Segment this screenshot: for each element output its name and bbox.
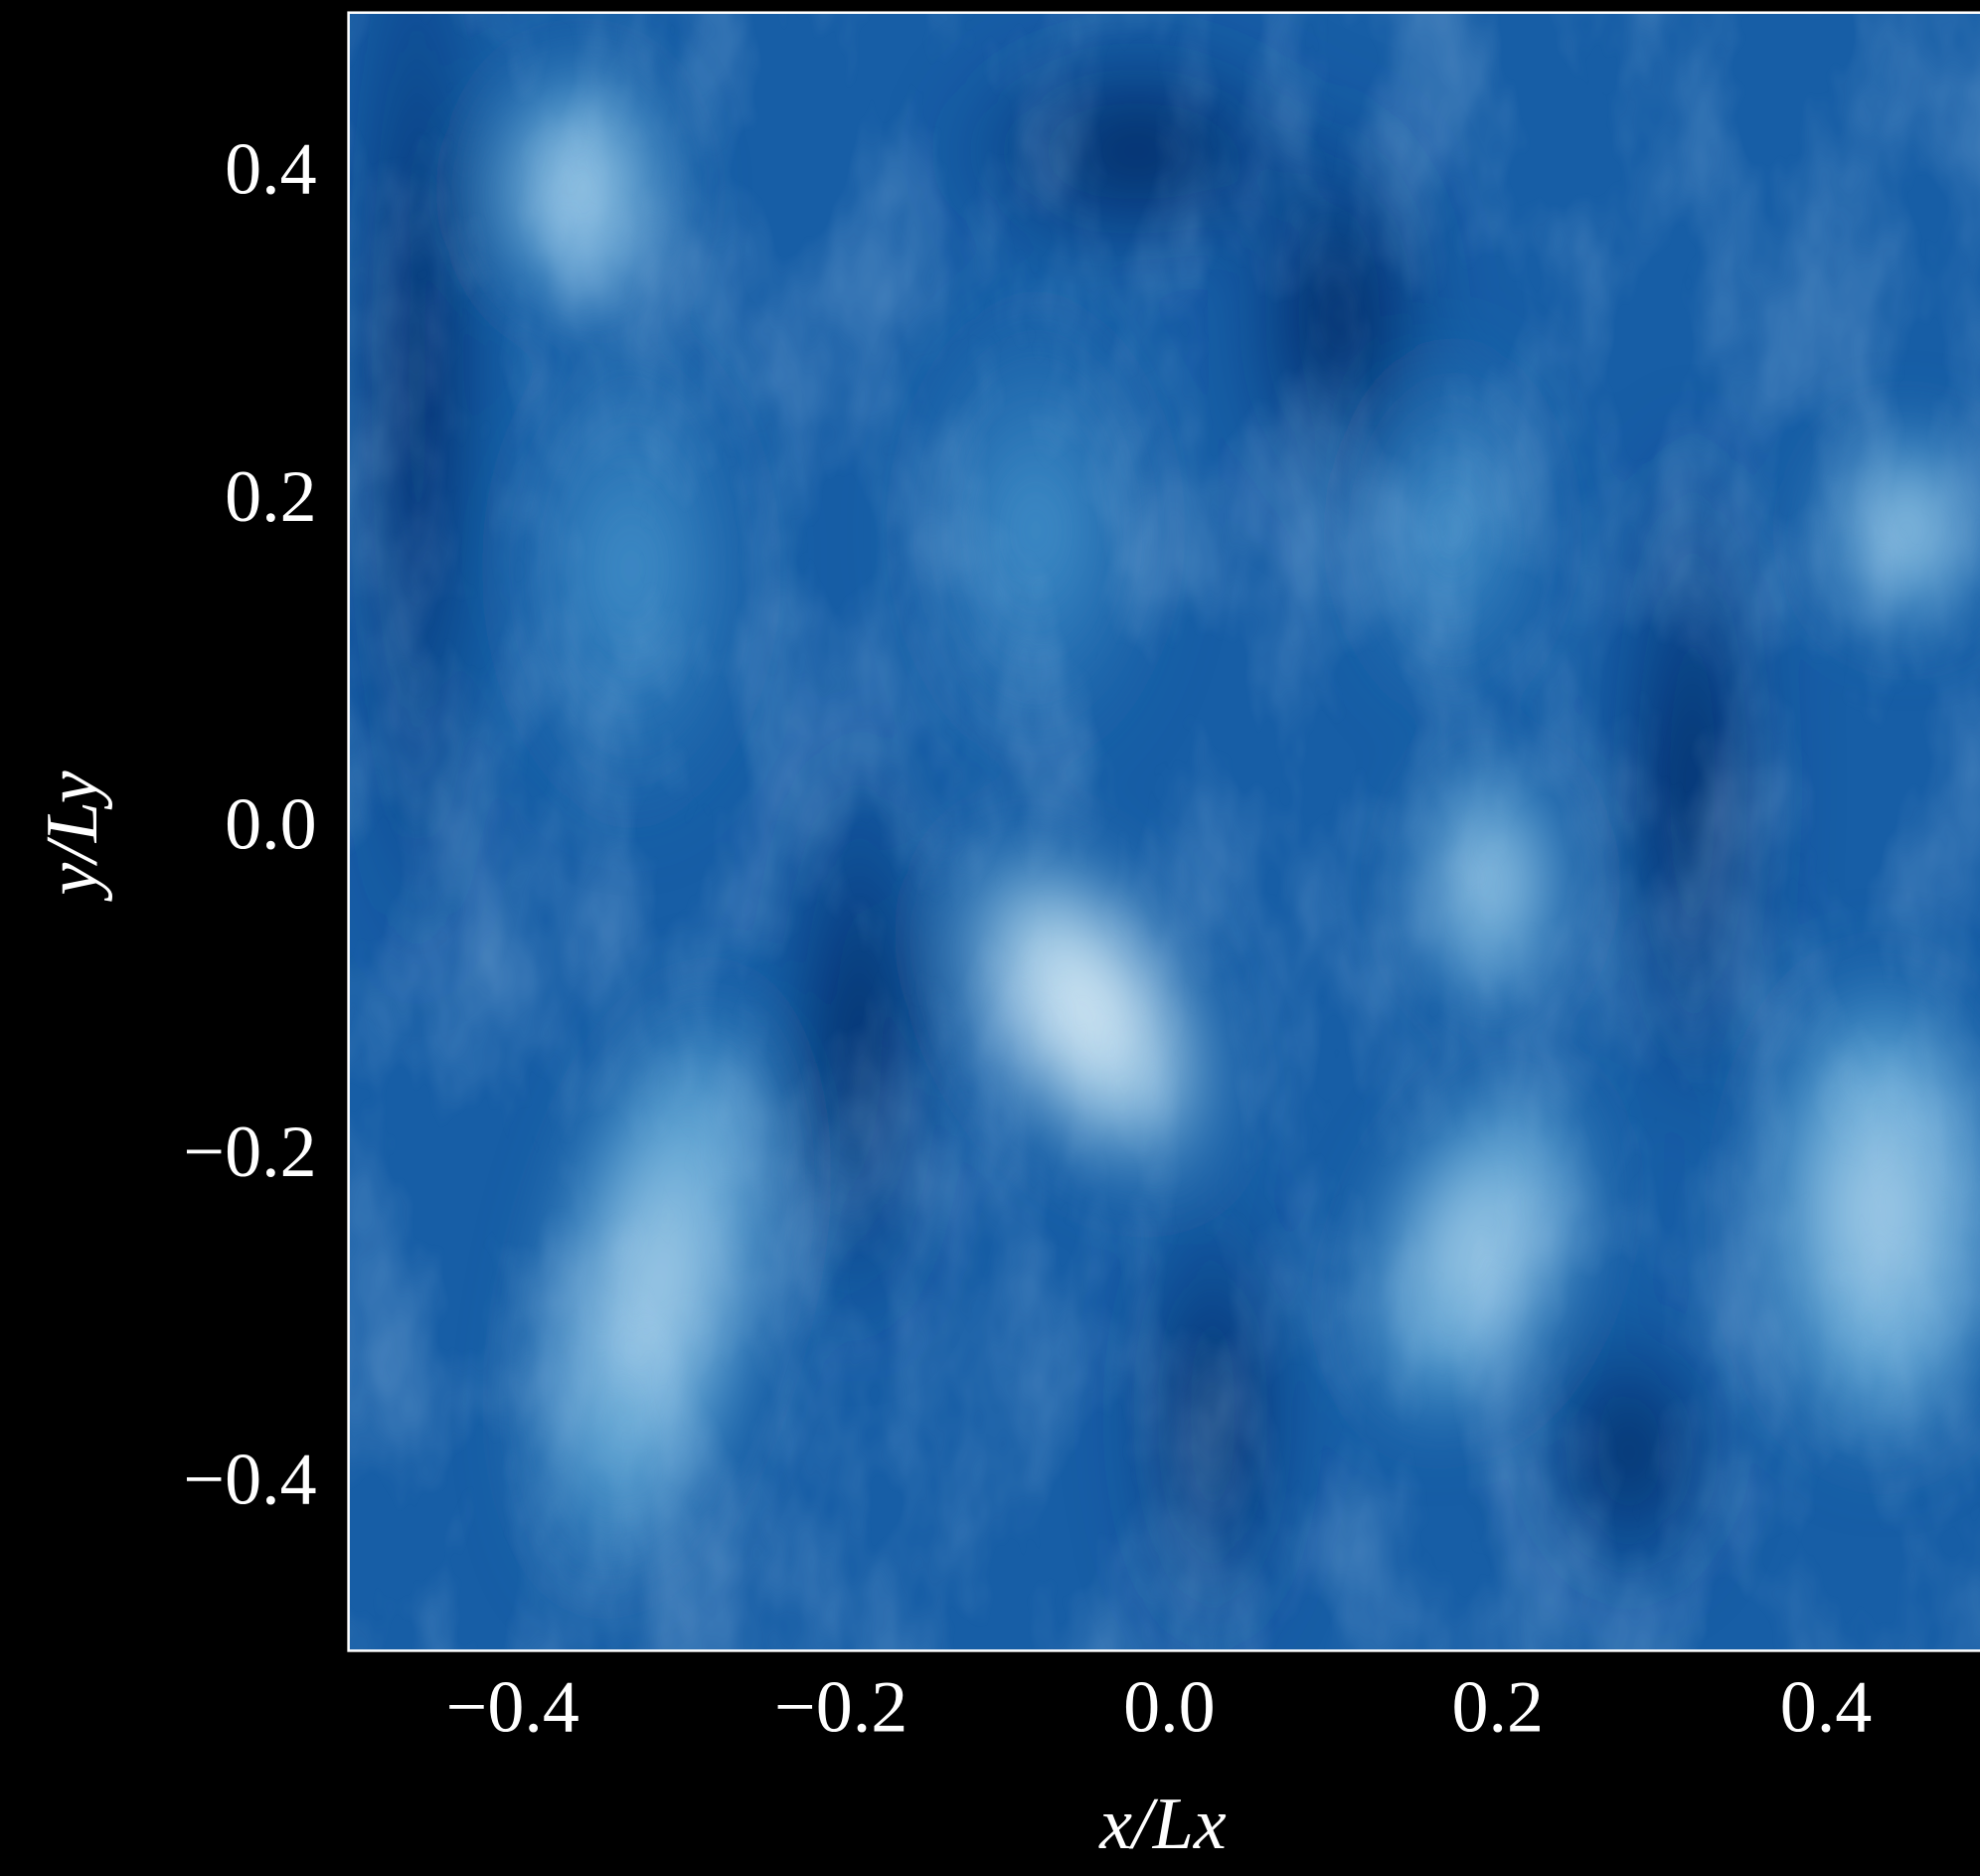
heatmap [341,0,1980,1667]
y-tick-label: −0.2 [183,1111,316,1193]
y-tick-label: 0.2 [225,456,317,538]
y-axis-label: y/Ly [32,770,113,902]
y-tick-label: 0.4 [225,128,317,210]
y-tick-label: −0.4 [183,1440,316,1521]
x-axis-label: x/Lx [1098,1784,1227,1865]
x-tick-label: −0.4 [446,1666,579,1748]
x-tick-label: 0.4 [1780,1666,1873,1748]
y-tick-label: 0.0 [225,784,317,866]
x-tick-label: −0.2 [774,1666,908,1748]
chart: x/Lx y/Ly −0.4 −0.2 0.0 0.2 0.4 −0.4 −0.2 0.0 0.… [0,0,1980,1876]
x-tick-label: 0.0 [1123,1666,1216,1748]
page: {"chart_data": {"type": "heatmap", "xlab… [0,0,1980,1876]
x-tick-label: 0.2 [1451,1666,1544,1748]
